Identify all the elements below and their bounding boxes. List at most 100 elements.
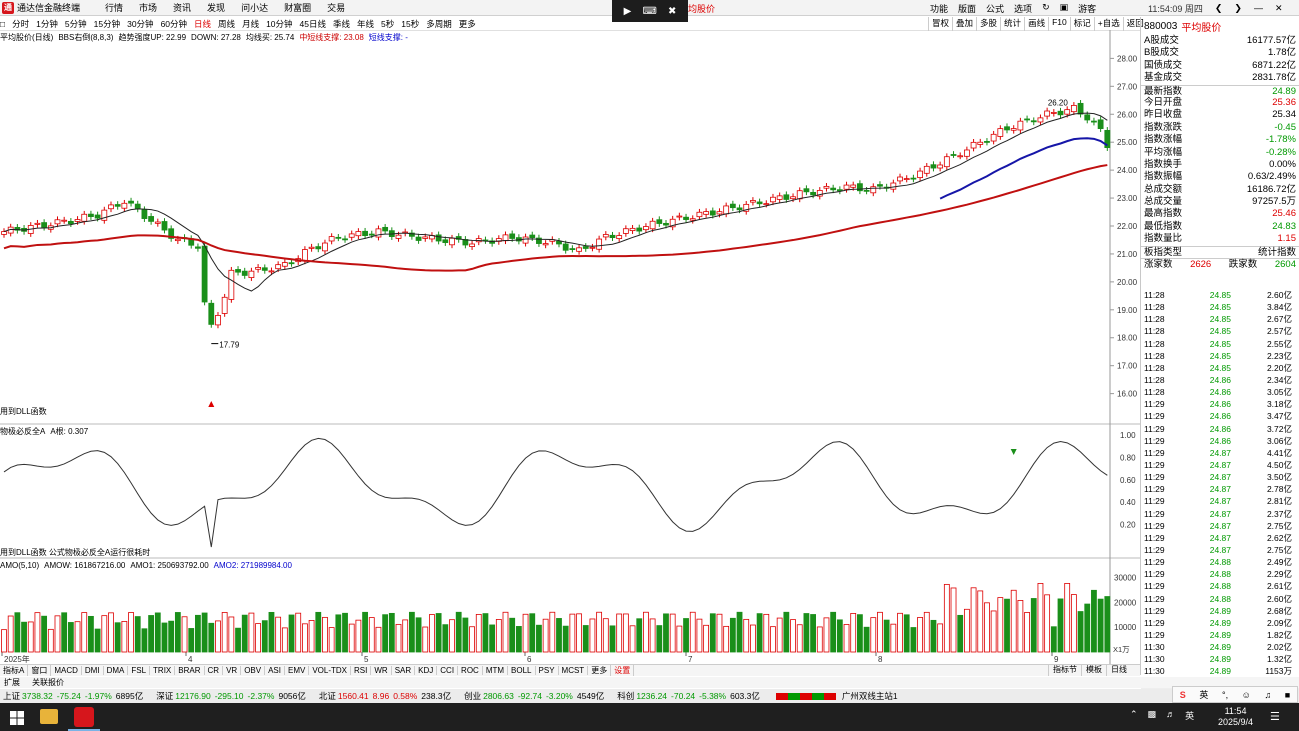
tool-multi[interactable]: 多股 (976, 17, 1000, 31)
period-1min[interactable]: 1分钟 (36, 18, 58, 29)
indicator-tab[interactable]: DMI (82, 666, 104, 675)
windows-start-icon[interactable] (10, 711, 24, 725)
back-icon[interactable]: ❮ (1214, 2, 1223, 13)
tool-draw[interactable]: 画线 (1024, 17, 1048, 31)
indicator-tab[interactable]: ASI (265, 666, 285, 675)
notification-icon[interactable]: ☰ (1270, 711, 1280, 723)
volume-icon[interactable]: ♬ (1166, 709, 1176, 719)
indicator-tab[interactable]: WR (371, 666, 392, 675)
period-week[interactable]: 周线 (218, 18, 236, 29)
network-icon[interactable]: ▩ (1147, 709, 1157, 719)
menu-wealth[interactable]: 财富圈 (284, 3, 312, 13)
tool-f10[interactable]: F10 (1048, 17, 1070, 31)
indicator-tab[interactable]: MTM (483, 666, 509, 675)
menu-news[interactable]: 资讯 (173, 3, 192, 13)
period-60min[interactable]: 60分钟 (160, 18, 188, 29)
indicator-tab[interactable]: TRIX (150, 666, 176, 675)
index-quote[interactable]: 科创 1236.24 -70.24 -5.38% 603.3亿 (614, 690, 770, 702)
indicator-tab[interactable]: MCST (559, 666, 589, 675)
emoji-icon[interactable]: ☺ (1241, 689, 1251, 700)
indicator-tab[interactable]: BRAR (175, 666, 205, 675)
close-icon[interactable]: ✖ (668, 5, 677, 17)
expand-button[interactable]: 扩展 (4, 678, 20, 687)
file-explorer-icon[interactable] (40, 709, 58, 724)
close-window-icon[interactable]: ✕ (1274, 2, 1283, 13)
period-intraday[interactable]: 分时 (12, 18, 30, 29)
related-quote-button[interactable]: 关联报价 (32, 678, 64, 687)
keyboard-icon[interactable]: ⌨ (642, 5, 657, 17)
index-quote[interactable]: 深证 12176.90 -295.10 -2.37% 9056亿 (153, 690, 316, 702)
monitor-icon[interactable]: ▣ (1059, 2, 1069, 12)
indicator-tab[interactable]: PSY (536, 666, 559, 675)
period-5min[interactable]: 5分钟 (64, 18, 87, 29)
indicator-tab[interactable]: 指标A (0, 665, 29, 676)
period-45day[interactable]: 45日线 (299, 18, 327, 29)
tool-mark[interactable]: 标记 (1069, 17, 1094, 31)
menu-market[interactable]: 市场 (139, 3, 158, 13)
tick-list[interactable]: 11:28 24.85 2.60亿 11:28 24.85 3.84亿 11:28 24.85… (1141, 289, 1299, 678)
user-label[interactable]: 游客 (1078, 4, 1097, 14)
tool-rights[interactable]: 冒权 (928, 17, 952, 31)
period-quarter[interactable]: 季线 (333, 18, 351, 29)
ime-lang[interactable]: 英 (1199, 690, 1209, 700)
indicator-tab[interactable]: EMV (285, 666, 310, 675)
tool-back[interactable]: 返回 (1122, 17, 1147, 31)
indicator-tab[interactable]: SAR (392, 666, 416, 675)
menu-ask[interactable]: 问小达 (241, 3, 269, 13)
skin-icon[interactable]: ■ (1284, 689, 1291, 700)
tray-lang[interactable]: 英 (1185, 711, 1195, 721)
menu-function[interactable]: 功能 (930, 4, 949, 14)
kline-chart[interactable]: 28.00 27.00 26.00 25.00 24.00 23.00 22.00 21.00… (0, 30, 1140, 664)
menu-quotes[interactable]: 行情 (105, 3, 124, 13)
period-month[interactable]: 月线 (242, 18, 260, 29)
indicator-tab[interactable]: FSL (128, 666, 151, 675)
indicator-tab[interactable]: BOLL (508, 666, 536, 675)
menu-discover[interactable]: 发现 (207, 3, 226, 13)
punct-icon[interactable]: °, (1221, 689, 1229, 700)
tab-day[interactable]: 日线 (1106, 664, 1131, 676)
period-multi[interactable]: 多周期 (426, 18, 452, 29)
sogou-icon[interactable]: S (1179, 689, 1186, 700)
index-quote[interactable]: 北证 1560.41 8.96 0.58% 238.3亿 (316, 690, 461, 702)
indicator-tab[interactable]: RSI (351, 666, 372, 675)
tool-overlay[interactable]: 叠加 (952, 17, 976, 31)
indicator-tab[interactable]: OBV (241, 666, 266, 675)
indicator-tab[interactable]: DMA (104, 666, 129, 675)
menu-trade[interactable]: 交易 (327, 3, 346, 13)
index-quote[interactable]: 创业 2806.63 -92.74 -3.20% 4549亿 (461, 690, 614, 702)
period-30min[interactable]: 30分钟 (127, 18, 154, 29)
mic-icon[interactable]: ♫ (1264, 689, 1272, 700)
indicator-tab[interactable]: ROC (458, 666, 483, 675)
forward-icon[interactable]: ❯ (1234, 2, 1242, 13)
indicator-tab[interactable]: CR (205, 666, 224, 675)
indicator-tab[interactable]: CCI (437, 666, 459, 675)
refresh-icon[interactable]: ↻ (1042, 2, 1050, 12)
tool-add-watch[interactable]: +自选 (1093, 17, 1123, 31)
tray-up-icon[interactable]: ⌃ (1130, 709, 1138, 719)
server-status[interactable]: 广州双线主站1 (770, 690, 898, 702)
indicator-tab[interactable]: KDJ (415, 666, 438, 675)
period-15sec[interactable]: 15秒 (401, 18, 420, 29)
tab-template[interactable]: 模板 (1081, 664, 1106, 676)
tab-indicator-section[interactable]: 指标节 (1048, 664, 1081, 676)
sidebar-toggle-icon[interactable]: □ (0, 18, 6, 29)
menu-layout[interactable]: 版面 (958, 4, 977, 14)
indicator-tab[interactable]: VR (223, 666, 242, 675)
minimize-icon[interactable]: — (1253, 3, 1263, 13)
period-15min[interactable]: 15分钟 (93, 18, 121, 29)
menu-options[interactable]: 选项 (1014, 4, 1033, 14)
indicator-tab[interactable]: 设置 (611, 665, 635, 676)
indicator-tab[interactable]: VOL-TDX (309, 666, 352, 675)
indicator-tab[interactable]: 窗口 (28, 665, 52, 676)
period-10min[interactable]: 10分钟 (266, 18, 293, 29)
indicator-tab[interactable]: MACD (51, 666, 82, 675)
indicator-tab[interactable]: 更多 (588, 665, 612, 676)
tool-stats[interactable]: 统计 (1000, 17, 1024, 31)
pointer-icon[interactable]: ▶ (623, 5, 632, 17)
index-quote[interactable]: 上证 3738.32 -75.24 -1.97% 6895亿 (0, 690, 153, 702)
period-5sec[interactable]: 5秒 (381, 18, 395, 29)
period-more[interactable]: 更多 (458, 18, 476, 29)
period-day[interactable]: 日线 (194, 18, 212, 29)
menu-formula[interactable]: 公式 (986, 4, 1005, 14)
period-year[interactable]: 年线 (357, 18, 375, 29)
